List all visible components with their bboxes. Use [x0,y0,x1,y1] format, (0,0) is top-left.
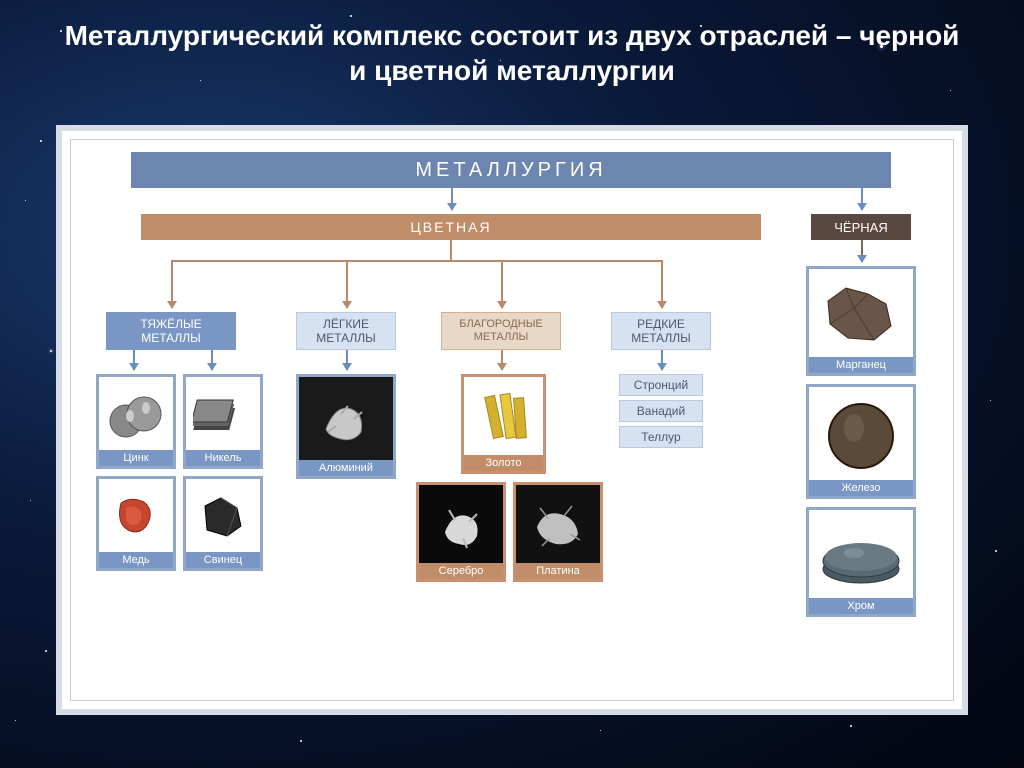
rare-vanadium: Ванадий [619,400,703,422]
cat-heavy: ТЯЖЁЛЫЕ МЕТАЛЛЫ [106,312,236,350]
cap-zinc: Цинк [99,450,173,466]
cap-chrome: Хром [809,598,913,614]
metal-gold: Золото [461,374,546,474]
metal-aluminum: Алюминий [296,374,396,479]
metal-platinum: Платина [513,482,603,582]
branch-black: ЧЁРНАЯ [811,214,911,240]
metal-chrome: Хром [806,507,916,617]
metal-silver: Серебро [416,482,506,582]
branch-color: ЦВЕТНАЯ [141,214,761,240]
cat-light-l2: МЕТАЛЛЫ [316,331,376,345]
metal-iron: Железо [806,384,916,499]
cat-heavy-l2: МЕТАЛЛЫ [141,331,201,345]
rare-tellurium: Теллур [619,426,703,448]
cap-copper: Медь [99,552,173,568]
cap-aluminum: Алюминий [299,460,393,476]
cat-rare-l2: МЕТАЛЛЫ [631,331,691,345]
diagram-panel: МЕТАЛЛУРГИЯ ЦВЕТНАЯ ЧЁРНАЯ ТЯЖЁЛЫЕ МЕТАЛ… [56,125,968,715]
cap-silver: Серебро [419,563,503,579]
rare-strontium: Стронций [619,374,703,396]
metal-lead: Свинец [183,476,263,571]
metal-copper: Медь [96,476,176,571]
cat-light: ЛЁГКИЕ МЕТАЛЛЫ [296,312,396,350]
cap-manganese: Марганец [809,357,913,373]
cap-nickel: Никель [186,450,260,466]
cat-heavy-l1: ТЯЖЁЛЫЕ [140,317,201,331]
metal-nickel: Никель [183,374,263,469]
cap-gold: Золото [464,455,543,471]
cap-platinum: Платина [516,563,600,579]
cat-rare: РЕДКИЕ МЕТАЛЛЫ [611,312,711,350]
metal-zinc: Цинк [96,374,176,469]
root-metallurgy: МЕТАЛЛУРГИЯ [131,152,891,188]
cat-noble-l2: МЕТАЛЛЫ [474,331,529,344]
cat-noble-l1: БЛАГОРОДНЫЕ [459,318,543,331]
cat-light-l1: ЛЁГКИЕ [323,317,369,331]
cat-rare-l1: РЕДКИЕ [637,317,685,331]
cap-lead: Свинец [186,552,260,568]
cat-noble: БЛАГОРОДНЫЕ МЕТАЛЛЫ [441,312,561,350]
cap-iron: Железо [809,480,913,496]
metal-manganese: Марганец [806,266,916,376]
